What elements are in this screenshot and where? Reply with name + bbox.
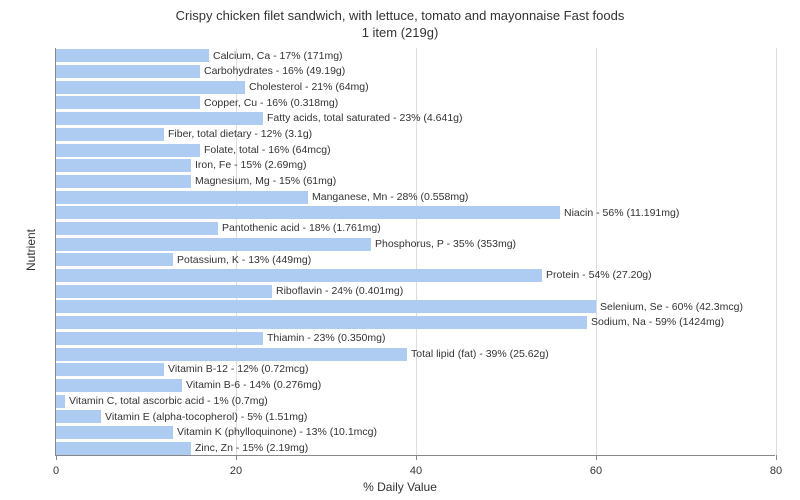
y-axis-label: Nutrient [24,229,38,271]
bar [56,395,65,408]
x-tick [56,455,57,460]
bar [56,410,101,423]
bar-row: Total lipid (fat) - 39% (25.62g) [56,348,549,361]
bar-label: Fatty acids, total saturated - 23% (4.64… [263,113,463,124]
bar-row: Selenium, Se - 60% (42.3mcg) [56,300,743,313]
bar-row: Folate, total - 16% (64mcg) [56,144,331,157]
bar [56,206,560,219]
bar [56,65,200,78]
x-tick [776,455,777,460]
nutrition-chart: Crispy chicken filet sandwich, with lett… [0,0,800,500]
bar-label: Selenium, Se - 60% (42.3mcg) [596,302,743,313]
bar [56,238,371,251]
bar-label: Riboflavin - 24% (0.401mg) [272,286,403,297]
bar [56,300,596,313]
x-tick-label: 0 [53,465,59,477]
bar-label: Manganese, Mn - 28% (0.558mg) [308,192,468,203]
bar [56,316,587,329]
bar [56,363,164,376]
bar-row: Iron, Fe - 15% (2.69mg) [56,159,306,172]
bar-row: Vitamin B-6 - 14% (0.276mg) [56,379,321,392]
bar [56,269,542,282]
bar-row: Vitamin K (phylloquinone) - 13% (10.1mcg… [56,426,377,439]
bar [56,222,218,235]
bar [56,191,308,204]
bar-row: Manganese, Mn - 28% (0.558mg) [56,191,468,204]
bar-label: Potassium, K - 13% (449mg) [173,255,311,266]
bar-row: Phosphorus, P - 35% (353mg) [56,238,516,251]
bar-label: Magnesium, Mg - 15% (61mg) [191,176,336,187]
bar [56,332,263,345]
bar-label: Vitamin E (alpha-tocopherol) - 5% (1.51m… [101,412,307,423]
bar-label: Cholesterol - 21% (64mg) [245,82,369,93]
bar-label: Vitamin C, total ascorbic acid - 1% (0.7… [65,396,268,407]
bar-row: Copper, Cu - 16% (0.318mg) [56,96,338,109]
x-tick-label: 60 [590,465,602,477]
bar-row: Vitamin C, total ascorbic acid - 1% (0.7… [56,395,268,408]
bar [56,442,191,455]
bar [56,128,164,141]
bar-label: Total lipid (fat) - 39% (25.62g) [407,349,549,360]
bar-label: Copper, Cu - 16% (0.318mg) [200,98,338,109]
bar-row: Carbohydrates - 16% (49.19g) [56,65,345,78]
bar-row: Thiamin - 23% (0.350mg) [56,332,385,345]
bar-row: Vitamin B-12 - 12% (0.72mcg) [56,363,308,376]
bar-label: Pantothenic acid - 18% (1.761mg) [218,223,381,234]
bar-row: Potassium, K - 13% (449mg) [56,253,311,266]
bar-row: Sodium, Na - 59% (1424mg) [56,316,724,329]
gridline [776,48,777,455]
x-tick [236,455,237,460]
bar-label: Niacin - 56% (11.191mg) [560,208,679,219]
bar-row: Niacin - 56% (11.191mg) [56,206,679,219]
bar-label: Fiber, total dietary - 12% (3.1g) [164,129,312,140]
bar-row: Cholesterol - 21% (64mg) [56,81,369,94]
bar-label: Iron, Fe - 15% (2.69mg) [191,160,306,171]
bar [56,81,245,94]
bar-label: Vitamin K (phylloquinone) - 13% (10.1mcg… [173,427,377,438]
bar-row: Magnesium, Mg - 15% (61mg) [56,175,336,188]
bar [56,175,191,188]
bar-row: Fiber, total dietary - 12% (3.1g) [56,128,312,141]
bar-label: Sodium, Na - 59% (1424mg) [587,317,724,328]
plot-area: 020406080 Calcium, Ca - 17% (171mg)Carbo… [55,48,775,456]
chart-title: Crispy chicken filet sandwich, with lett… [0,8,800,42]
bars-container: Calcium, Ca - 17% (171mg) Carbohydrates -… [56,48,775,455]
bar-label: Vitamin B-12 - 12% (0.72mcg) [164,364,308,375]
bar [56,285,272,298]
bar-label: Carbohydrates - 16% (49.19g) [200,66,345,77]
chart-title-line2: 1 item (219g) [362,25,439,40]
bar-label: Protein - 54% (27.20g) [542,270,652,281]
bar [56,144,200,157]
x-axis-label: % Daily Value [0,480,800,494]
bar-label: Zinc, Zn - 15% (2.19mg) [191,443,308,454]
x-tick-label: 80 [770,465,782,477]
bar-label: Vitamin B-6 - 14% (0.276mg) [182,380,321,391]
bar-row: Fatty acids, total saturated - 23% (4.64… [56,112,463,125]
x-tick-label: 40 [410,465,422,477]
x-tick [596,455,597,460]
bar [56,112,263,125]
bar [56,159,191,172]
bar [56,379,182,392]
bar [56,253,173,266]
bar-label: Phosphorus, P - 35% (353mg) [371,239,516,250]
bar-row: Pantothenic acid - 18% (1.761mg) [56,222,381,235]
bar [56,96,200,109]
bar-label: Folate, total - 16% (64mcg) [200,145,331,156]
bar-row: Zinc, Zn - 15% (2.19mg) [56,442,308,455]
chart-title-line1: Crispy chicken filet sandwich, with lett… [176,8,625,23]
bar-row: Calcium, Ca - 17% (171mg) [56,49,343,62]
bar [56,426,173,439]
x-tick-label: 20 [230,465,242,477]
bar-label: Thiamin - 23% (0.350mg) [263,333,385,344]
bar-row: Vitamin E (alpha-tocopherol) - 5% (1.51m… [56,410,307,423]
bar-row: Riboflavin - 24% (0.401mg) [56,285,403,298]
bar [56,49,209,62]
bar [56,348,407,361]
bar-label: Calcium, Ca - 17% (171mg) [209,51,343,62]
bar-row: Protein - 54% (27.20g) [56,269,652,282]
x-tick [416,455,417,460]
